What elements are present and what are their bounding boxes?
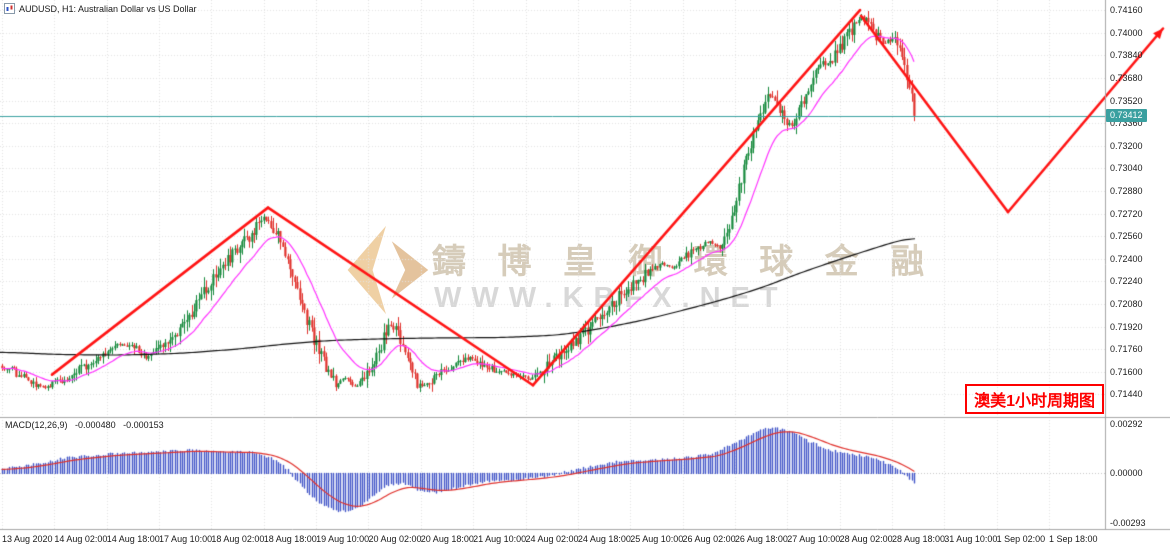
indicator-name: MACD(12,26,9) [5,420,68,430]
indicator-value-signal: -0.000153 [123,420,164,430]
symbol-title: AUDUSD, H1: Australian Dollar vs US Doll… [19,3,197,14]
indicator-value-main: -0.000480 [75,420,116,430]
chart-icon [4,3,15,14]
indicator-label: MACD(12,26,9) -0.000480 -0.000153 [5,420,169,430]
chart-header: AUDUSD, H1: Australian Dollar vs US Doll… [4,3,197,14]
chart-annotation[interactable]: 澳美1小时周期图 [965,384,1104,414]
current-price-badge: 0.73412 [1106,108,1147,122]
